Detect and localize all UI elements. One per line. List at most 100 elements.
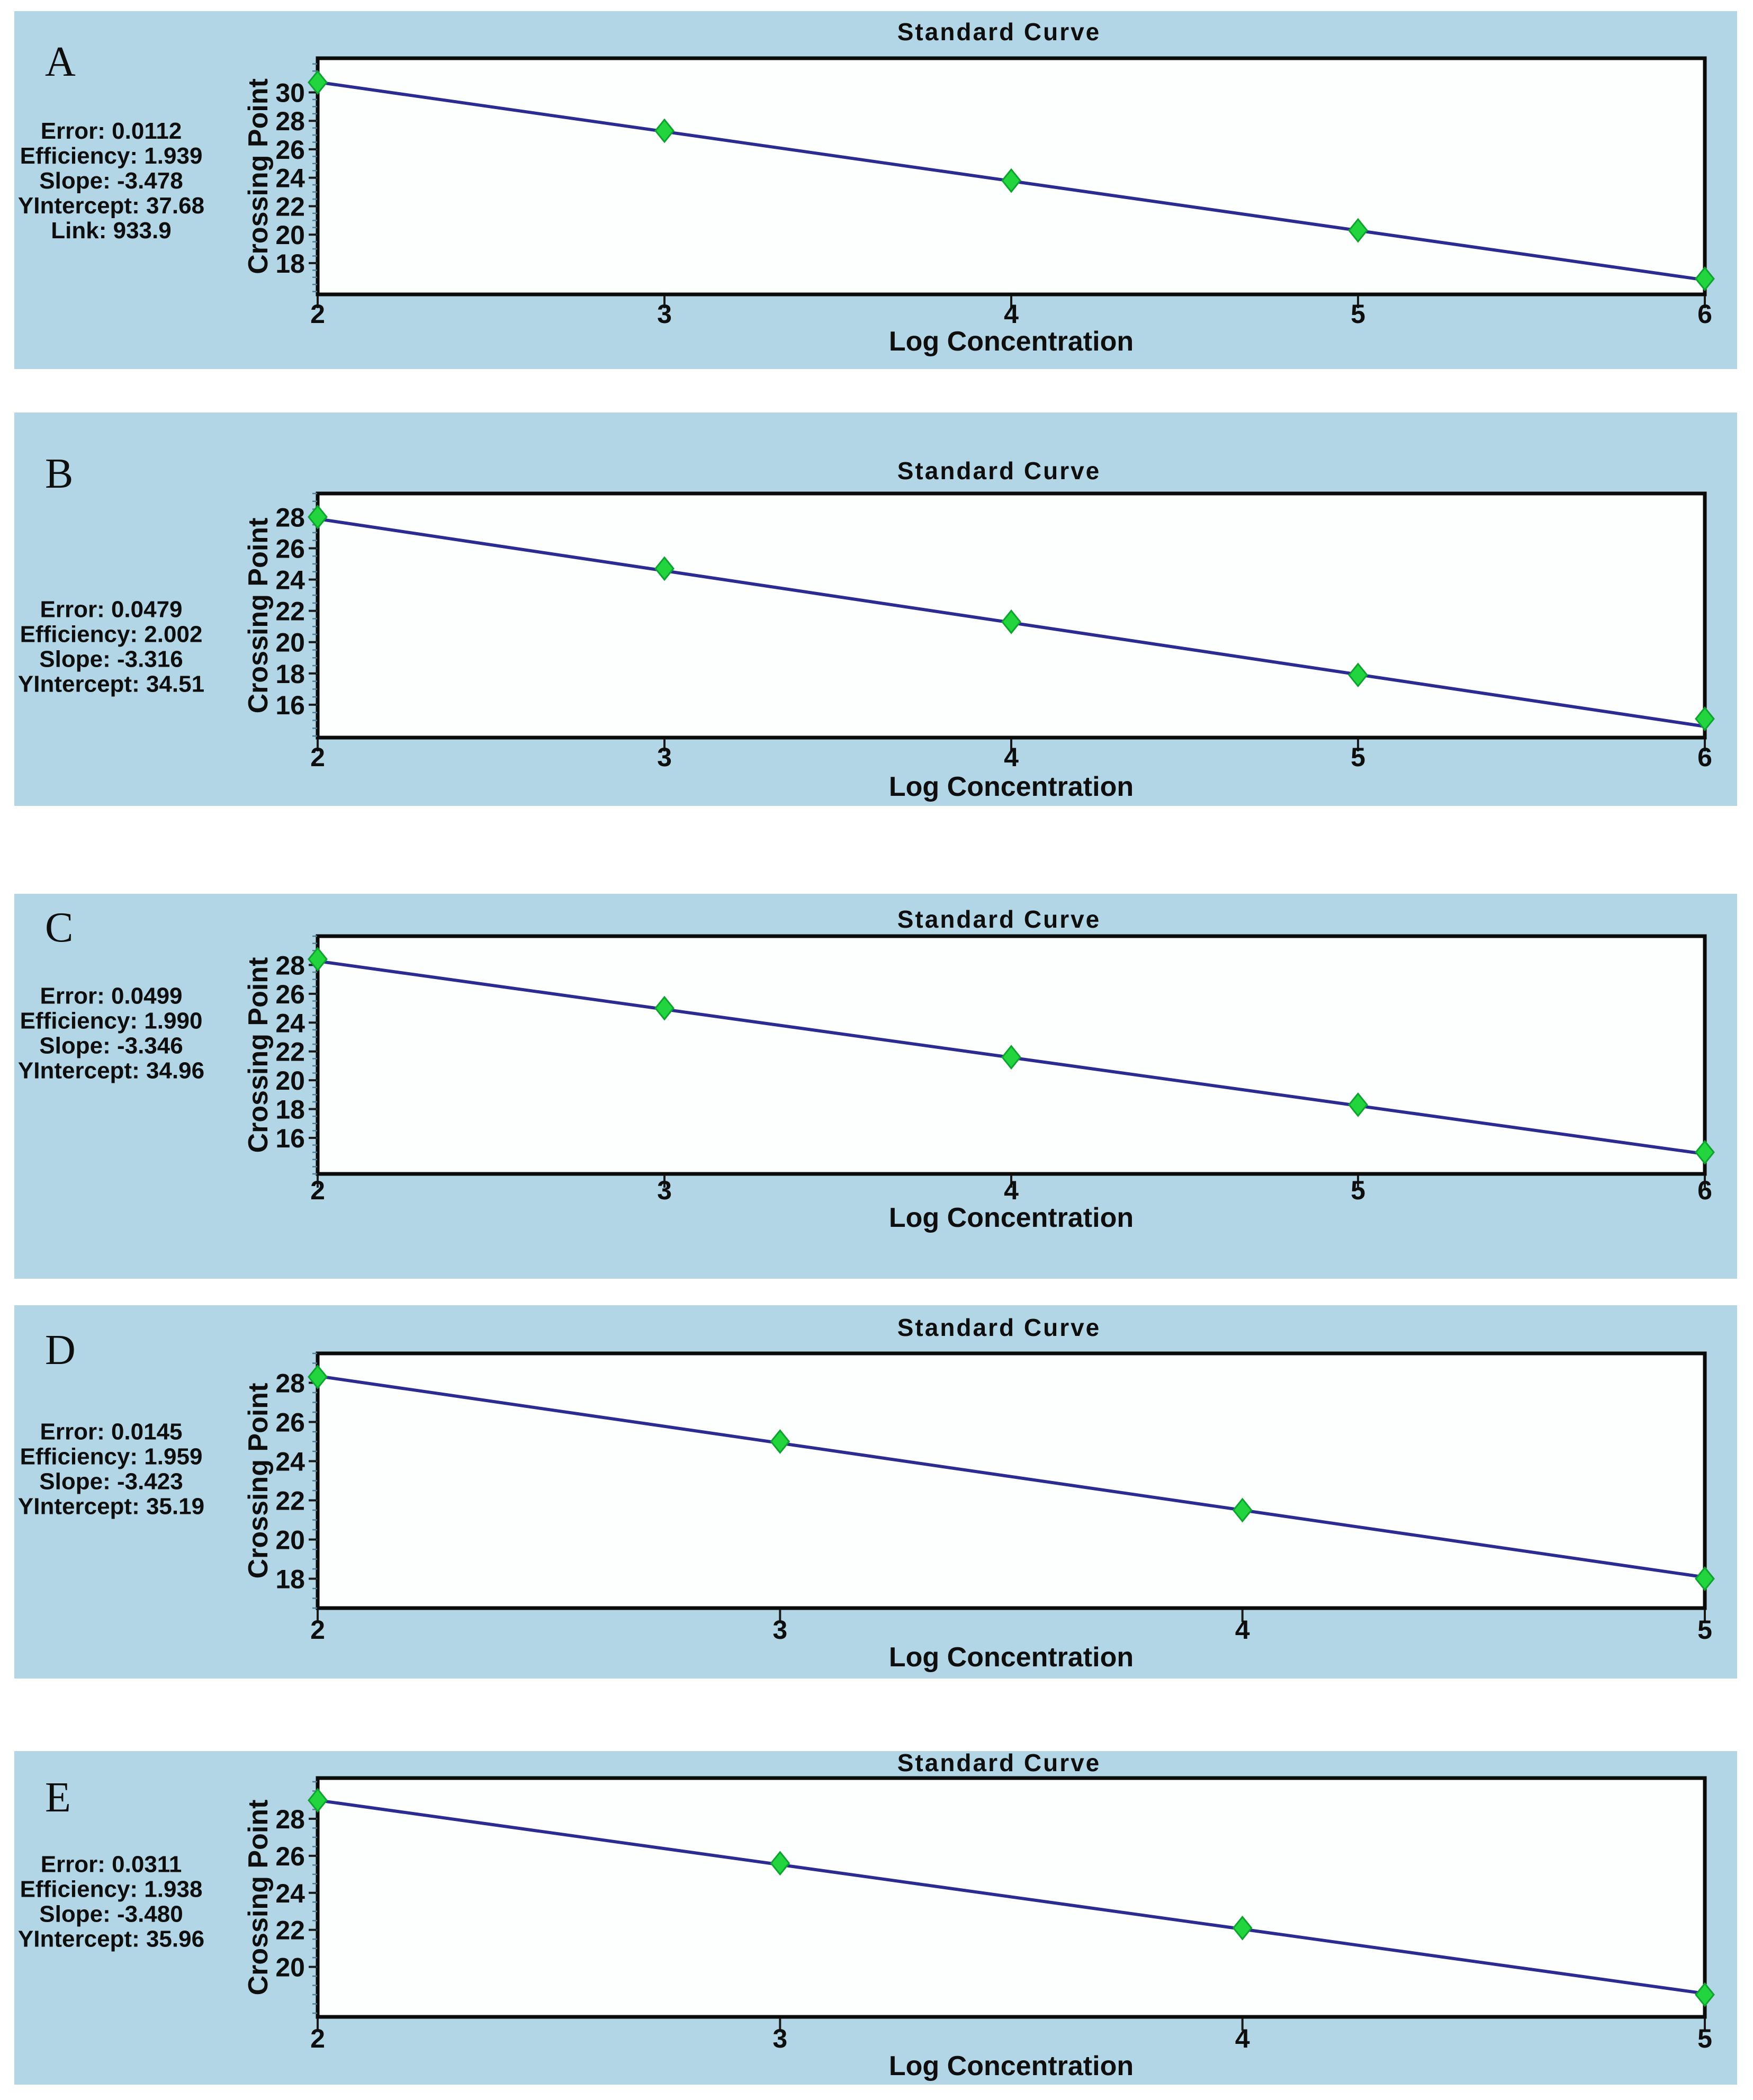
panel-letter: A <box>45 39 76 85</box>
stat-line: Slope: -3.346 <box>39 1033 183 1059</box>
y-tick-label: 26 <box>275 980 305 1009</box>
stat-line: Efficiency: 1.990 <box>20 1008 203 1034</box>
stat-line: Error: 0.0311 <box>41 1852 182 1878</box>
y-tick-label: 20 <box>275 1066 305 1096</box>
data-point <box>308 70 328 95</box>
stat-line: YIntercept: 34.51 <box>18 671 204 697</box>
x-tick-label: 3 <box>772 2024 787 2053</box>
x-tick-label: 2 <box>310 2024 325 2053</box>
y-tick-label: 26 <box>275 1842 305 1871</box>
data-point <box>1001 609 1021 634</box>
data-point <box>308 1365 328 1389</box>
standard-curve-chart-c: Standard Curve C Error: 0.0499Efficiency: … <box>18 904 1715 1233</box>
data-point <box>1232 1497 1253 1523</box>
x-tick-label: 3 <box>657 742 672 772</box>
data-point <box>1695 1139 1715 1165</box>
standard-curve-chart-e: Standard Curve E Error: 0.0311Efficiency: … <box>18 1751 1715 2081</box>
standard-curve-chart-b: Standard Curve B Error: 0.0479Efficiency: … <box>18 451 1715 802</box>
y-tick-label: 22 <box>275 597 305 626</box>
panel-e: Standard Curve E Error: 0.0311 Efficiency: … <box>14 1751 1737 2085</box>
y-tick-label: 20 <box>275 1525 305 1555</box>
y-tick-label: 22 <box>275 1037 305 1067</box>
y-axis-label: Crossing Point <box>243 957 274 1153</box>
stat-line: Error: 0.0112 <box>41 118 182 144</box>
standard-curve-chart-a: Standard Curve A Error: 0.0112Efficiency: … <box>18 18 1715 357</box>
x-tick-label: 5 <box>1697 1615 1712 1645</box>
panel-letter: C <box>45 904 73 951</box>
standard-curve-chart-d: Standard Curve D Error: 0.0145Efficiency: … <box>18 1314 1715 1673</box>
chart-title: Standard Curve <box>897 1314 1101 1341</box>
data-point <box>308 1788 328 1813</box>
y-tick-label: 16 <box>275 1124 305 1153</box>
chart-title: Standard Curve <box>897 905 1101 933</box>
x-tick-label: 2 <box>310 299 325 329</box>
y-tick-label: 18 <box>275 249 305 279</box>
data-point <box>308 947 328 972</box>
y-axis-label: Crossing Point <box>243 78 274 274</box>
y-tick-label: 28 <box>275 502 305 532</box>
y-tick-label: 24 <box>275 164 305 193</box>
data-point <box>1001 168 1021 193</box>
y-tick-label: 18 <box>275 659 305 689</box>
x-tick-label: 4 <box>1235 2024 1250 2053</box>
x-tick-label: 5 <box>1351 1175 1365 1205</box>
y-tick-label: 20 <box>275 1953 305 1982</box>
regression-line <box>317 1374 1705 1579</box>
x-tick-label: 6 <box>1697 299 1712 329</box>
data-point <box>1695 706 1715 731</box>
x-axis-label: Log Concentration <box>889 771 1134 802</box>
y-tick-label: 28 <box>275 950 305 980</box>
y-tick-label: 20 <box>275 220 305 250</box>
y-tick-label: 26 <box>275 1408 305 1438</box>
stat-line: Slope: -3.316 <box>39 647 183 672</box>
x-tick-label: 2 <box>310 742 325 772</box>
stat-line: YIntercept: 35.19 <box>18 1494 204 1520</box>
x-tick-label: 5 <box>1351 742 1365 772</box>
stat-line: Efficiency: 1.938 <box>20 1877 203 1902</box>
data-point <box>308 504 328 530</box>
data-point <box>654 556 675 581</box>
data-point <box>770 1851 790 1876</box>
data-point <box>654 995 675 1021</box>
panel-c: Standard Curve C Error: 0.0499 Efficiency: … <box>14 894 1737 1279</box>
y-tick-label: 20 <box>275 628 305 658</box>
data-point <box>654 118 675 143</box>
stat-line: Error: 0.0145 <box>40 1419 182 1445</box>
x-tick-label: 4 <box>1004 742 1019 772</box>
y-tick-label: 24 <box>275 1879 305 1908</box>
stat-line: Error: 0.0499 <box>40 983 182 1009</box>
y-tick-label: 22 <box>275 1916 305 1945</box>
x-axis-label: Log Concentration <box>889 1202 1134 1233</box>
y-tick-label: 28 <box>275 1805 305 1834</box>
y-tick-label: 26 <box>275 135 305 165</box>
x-tick-label: 4 <box>1004 1175 1019 1205</box>
stat-line: YIntercept: 35.96 <box>18 1926 204 1952</box>
stat-line: Slope: -3.478 <box>39 168 183 194</box>
stat-line: Slope: -3.423 <box>39 1469 183 1495</box>
y-axis-label: Crossing Point <box>243 1383 274 1579</box>
x-tick-label: 3 <box>772 1615 787 1645</box>
y-tick-label: 26 <box>275 534 305 563</box>
data-point <box>1695 266 1715 291</box>
y-tick-label: 24 <box>275 1447 305 1477</box>
data-point <box>1348 218 1368 243</box>
panel-letter: D <box>45 1327 76 1374</box>
x-tick-label: 5 <box>1697 2024 1712 2053</box>
x-tick-label: 3 <box>657 299 672 329</box>
y-axis-label: Crossing Point <box>243 518 274 714</box>
y-tick-label: 24 <box>275 566 305 595</box>
y-tick-label: 24 <box>275 1008 305 1038</box>
panel-b: Standard Curve B Error: 0.0479 Efficiency: … <box>14 412 1737 806</box>
regression-line <box>317 1798 1705 1995</box>
chart-title: Standard Curve <box>897 1751 1101 1776</box>
y-tick-label: 22 <box>275 192 305 221</box>
x-tick-label: 2 <box>310 1175 325 1205</box>
data-point <box>1232 1915 1253 1941</box>
x-tick-label: 6 <box>1697 1175 1712 1205</box>
stat-line: Error: 0.0479 <box>40 597 182 623</box>
y-tick-label: 18 <box>275 1565 305 1594</box>
panel-a: Standard Curve A Error: 0.0112 Efficiency: … <box>14 11 1737 369</box>
x-tick-label: 5 <box>1351 299 1365 329</box>
y-axis-label: Crossing Point <box>243 1800 274 1996</box>
y-tick-label: 30 <box>275 78 305 107</box>
